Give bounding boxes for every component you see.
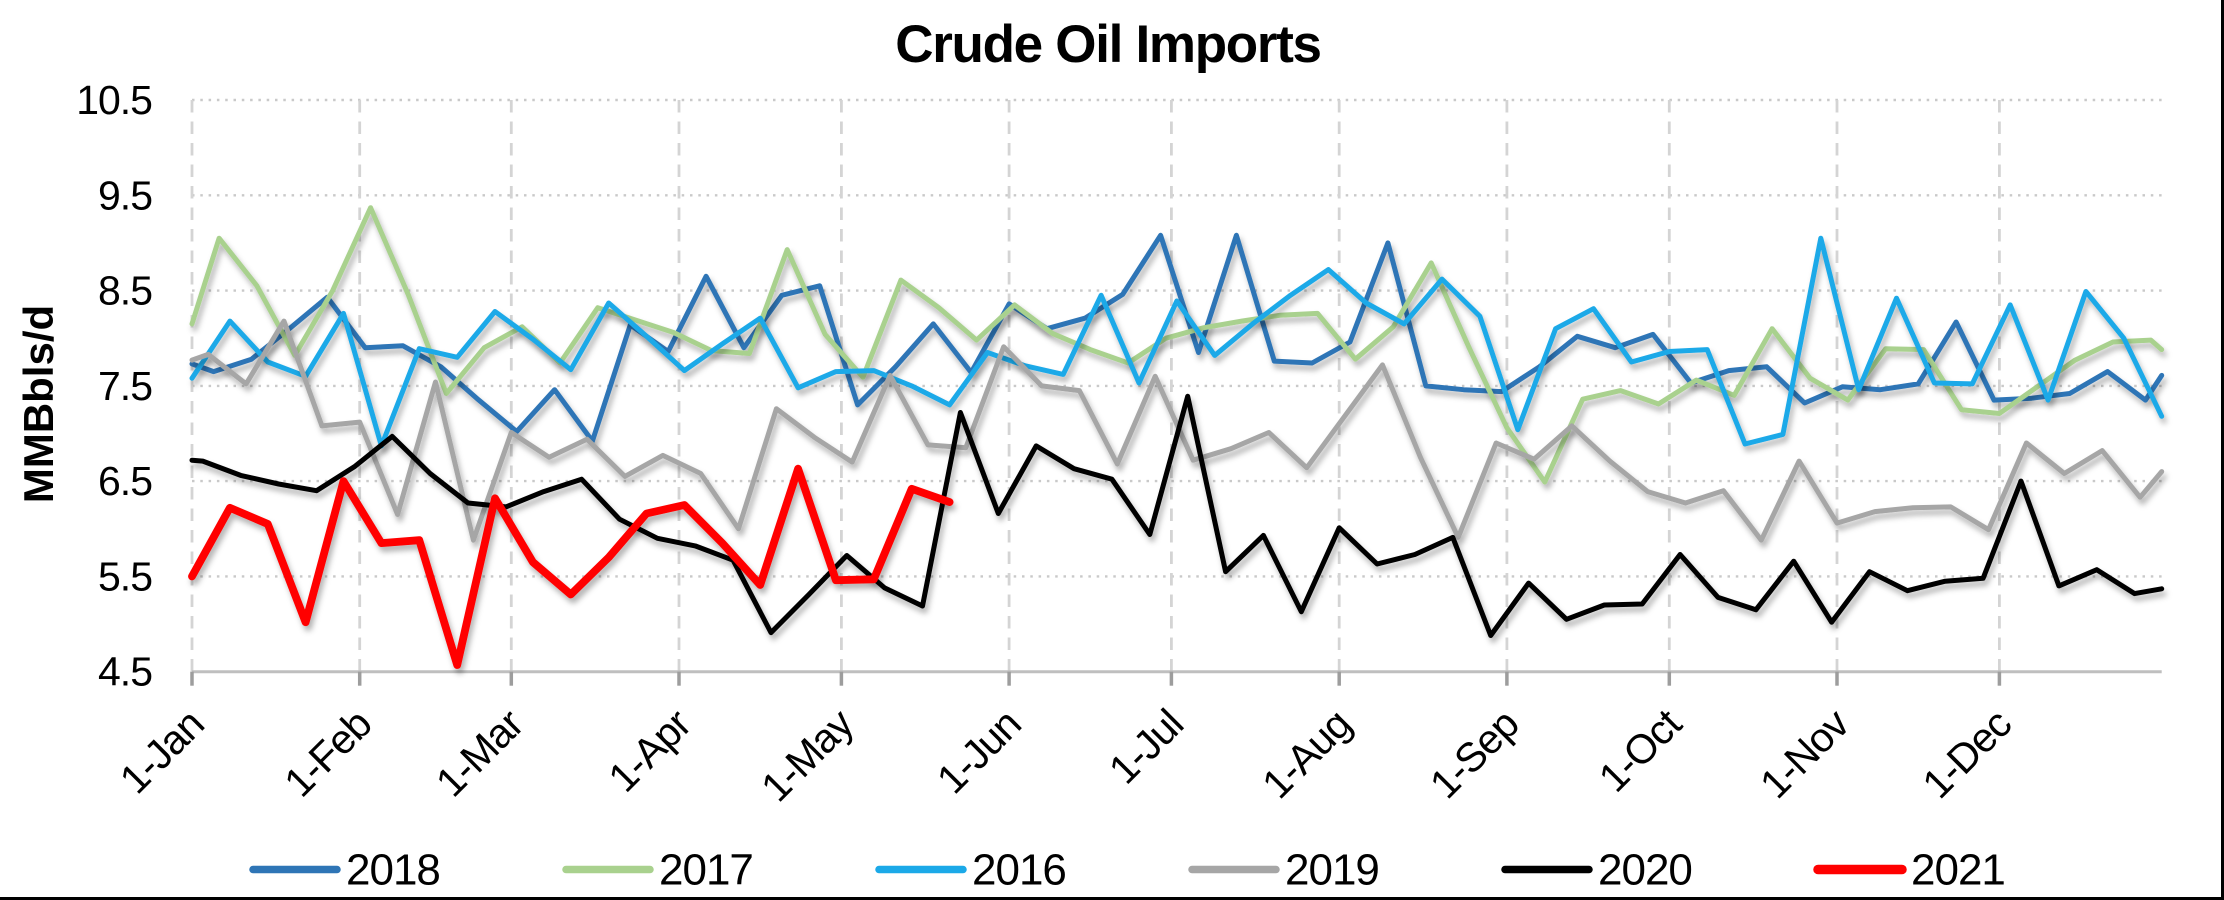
svg-text:9.5: 9.5 xyxy=(98,172,152,218)
svg-text:8.5: 8.5 xyxy=(98,268,152,314)
svg-text:5.5: 5.5 xyxy=(98,553,152,599)
svg-text:10.5: 10.5 xyxy=(76,77,152,123)
svg-text:2017: 2017 xyxy=(659,846,753,895)
svg-text:7.5: 7.5 xyxy=(98,363,152,409)
svg-text:2016: 2016 xyxy=(972,846,1066,895)
svg-text:Crude Oil Imports: Crude Oil Imports xyxy=(895,15,1321,74)
svg-text:2021: 2021 xyxy=(1911,846,2005,895)
svg-text:2019: 2019 xyxy=(1285,846,1379,895)
svg-text:4.5: 4.5 xyxy=(98,649,152,695)
svg-text:6.5: 6.5 xyxy=(98,458,152,504)
svg-text:2020: 2020 xyxy=(1598,846,1692,895)
svg-text:2018: 2018 xyxy=(346,846,440,895)
svg-text:MMBbls/d: MMBbls/d xyxy=(15,305,62,503)
